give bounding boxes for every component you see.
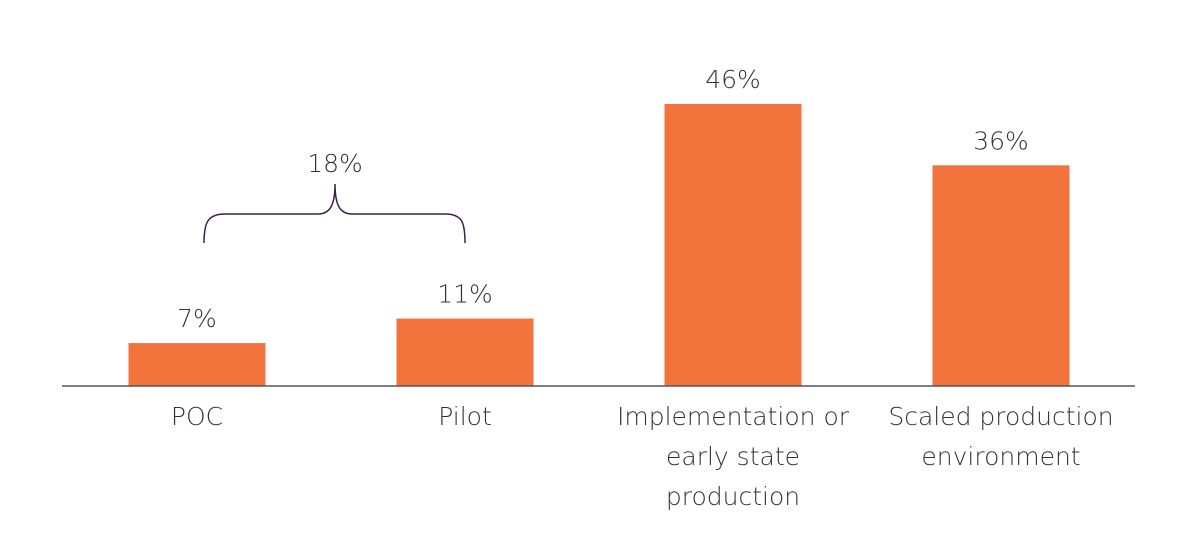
bracket-label: 18% <box>307 149 363 178</box>
bar-1 <box>396 318 534 386</box>
data-label-2: 46% <box>705 65 761 94</box>
category-label-2: production <box>666 482 800 511</box>
bar-0 <box>128 343 266 386</box>
bar-3 <box>932 165 1070 386</box>
category-label-3: environment <box>921 442 1080 471</box>
category-label-2: Implementation or <box>617 402 850 431</box>
category-label-0: POC <box>171 402 223 431</box>
bar-2 <box>664 104 802 387</box>
data-label-1: 11% <box>437 280 493 309</box>
data-label-3: 36% <box>973 126 1029 155</box>
category-label-3: Scaled production <box>888 402 1113 431</box>
category-label-2: early state <box>666 442 800 471</box>
bracket-annotation <box>203 183 466 244</box>
category-label-1: Pilot <box>438 402 492 431</box>
data-label-0: 7% <box>177 304 217 333</box>
